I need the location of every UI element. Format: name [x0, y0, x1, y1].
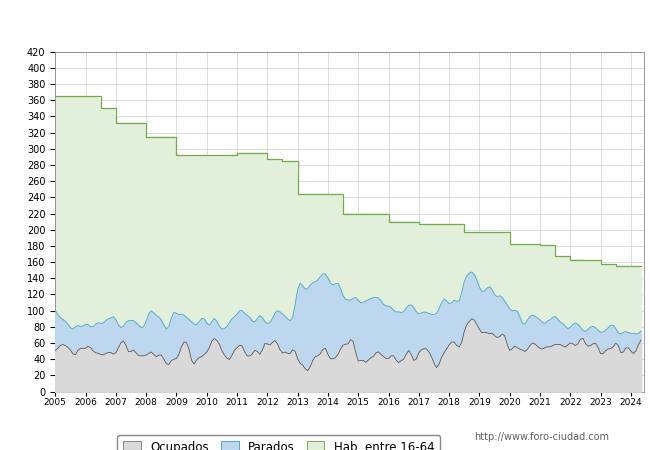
- Text: Villalcampo - Evolucion de la poblacion en edad de Trabajar Mayo de 2024: Villalcampo - Evolucion de la poblacion …: [92, 17, 558, 30]
- Legend: Ocupados, Parados, Hab. entre 16-64: Ocupados, Parados, Hab. entre 16-64: [118, 435, 440, 450]
- Text: http://www.foro-ciudad.com: http://www.foro-ciudad.com: [474, 432, 610, 442]
